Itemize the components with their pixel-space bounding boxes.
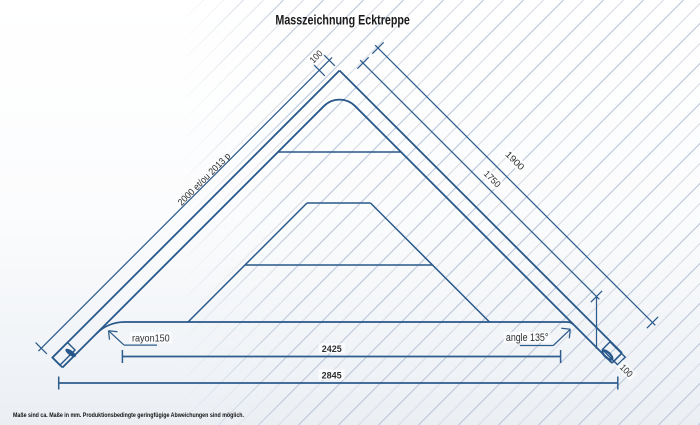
svg-text:Maße sind ca. Maße in mm. Prod: Maße sind ca. Maße in mm. Produktionsbed… (13, 412, 244, 419)
svg-text:angle 135°: angle 135° (506, 332, 549, 344)
svg-text:Masszeichnung Ecktreppe: Masszeichnung Ecktreppe (275, 11, 410, 27)
svg-text:rayon150: rayon150 (132, 333, 170, 345)
svg-text:2425: 2425 (322, 344, 342, 354)
svg-text:2845: 2845 (322, 370, 342, 380)
